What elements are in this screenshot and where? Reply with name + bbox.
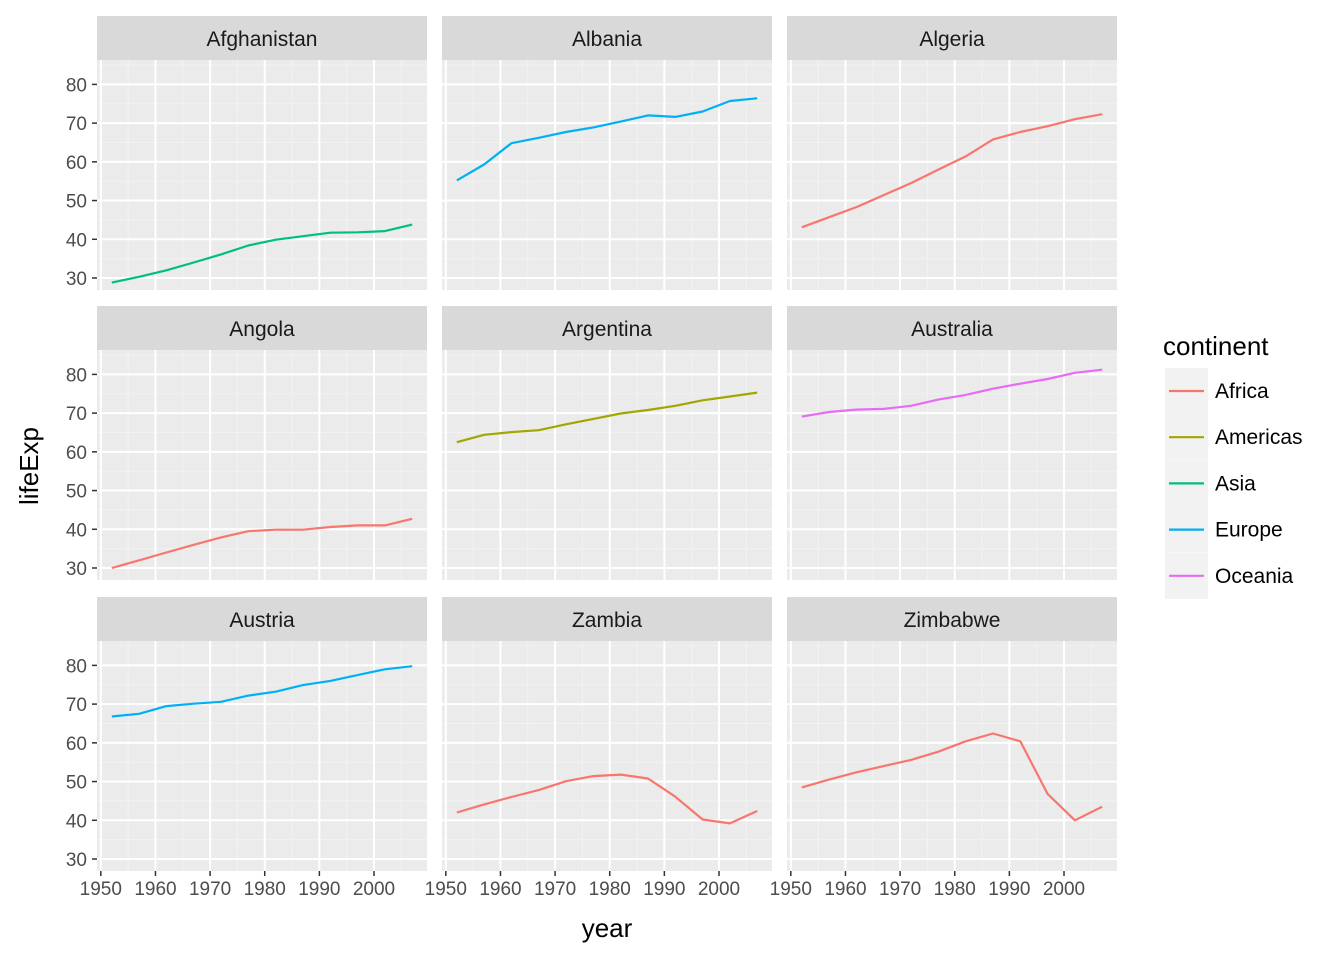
y-tick-label: 80: [66, 75, 87, 96]
facet-strip: [787, 597, 1117, 641]
x-tick-label: 1980: [934, 879, 976, 900]
series-line-argentina: [456, 391, 758, 444]
x-tick-label: 1960: [134, 879, 176, 900]
facet-strip-label: Austria: [229, 609, 295, 632]
y-tick-label: 70: [66, 114, 87, 135]
x-tick-label: 1980: [589, 879, 631, 900]
x-tick-label: 2000: [353, 879, 395, 900]
series-line-austria: [111, 665, 413, 718]
series-line-albania: [456, 97, 758, 182]
legend-item-europe: Europe: [1165, 506, 1283, 553]
x-tick-label: 1970: [879, 879, 921, 900]
plot-background: [787, 60, 1117, 290]
facet-strip: [787, 16, 1117, 60]
legend-label: Asia: [1215, 472, 1256, 495]
facet-strip: [97, 597, 427, 641]
facet-strip-label: Albania: [572, 28, 642, 51]
legend-item-asia: Asia: [1165, 460, 1256, 507]
plot-background: [442, 350, 772, 580]
facet-strip: [442, 306, 772, 350]
legend-keys: Africa Americas Asia Europe Oceania: [1165, 368, 1303, 599]
facet-panel-austria: Austria: [97, 597, 427, 871]
series-line-australia: [801, 368, 1103, 418]
y-axis-title: lifeExp: [14, 427, 44, 505]
x-tick-label: 1960: [824, 879, 866, 900]
facet-strip: [442, 16, 772, 60]
legend-item-americas: Americas: [1165, 414, 1303, 461]
facet-panel-albania: Albania: [442, 16, 772, 290]
facet-strip: [97, 306, 427, 350]
facet-strip-label: Zimbabwe: [904, 609, 1001, 632]
y-tick-label: 60: [66, 443, 87, 464]
facet-strip: [97, 16, 427, 60]
y-tick-label: 30: [66, 850, 87, 871]
y-tick-label: 50: [66, 773, 87, 794]
x-tick-label: 1990: [298, 879, 340, 900]
plot-background: [97, 60, 427, 290]
x-tick-label: 1990: [988, 879, 1030, 900]
y-tick-label: 40: [66, 811, 87, 832]
x-tick-label: 1980: [244, 879, 286, 900]
series-line-zambia: [456, 773, 758, 825]
facet-panel-zimbabwe: Zimbabwe: [787, 597, 1117, 871]
x-tick-label: 2000: [698, 879, 740, 900]
y-tick-label: 50: [66, 192, 87, 213]
facet-strip: [787, 306, 1117, 350]
legend-label: Europe: [1215, 519, 1283, 542]
x-axis-title: year: [582, 913, 633, 943]
facet-panel-australia: Australia: [787, 306, 1117, 580]
series-line-zimbabwe: [801, 732, 1103, 822]
y-tick-label: 40: [66, 520, 87, 541]
facet-strip-label: Australia: [911, 318, 993, 341]
plot-background: [97, 350, 427, 580]
legend-title: continent: [1163, 331, 1269, 361]
plot-background: [97, 641, 427, 871]
facet-strip-label: Afghanistan: [207, 28, 318, 51]
series-line-algeria: [801, 113, 1103, 229]
x-tick-label: 1950: [770, 879, 812, 900]
legend-label: Africa: [1215, 380, 1269, 403]
y-tick-label: 70: [66, 404, 87, 425]
facet-strip-label: Algeria: [919, 28, 985, 51]
legend-label: Oceania: [1215, 565, 1294, 588]
plot-background: [442, 60, 772, 290]
facet-panel-algeria: Algeria: [787, 16, 1117, 290]
facet-strip: [442, 597, 772, 641]
legend-item-africa: Africa: [1165, 368, 1269, 414]
y-tick-label: 60: [66, 153, 87, 174]
plot-background: [787, 350, 1117, 580]
x-tick-label: 1970: [534, 879, 576, 900]
y-tick-label: 80: [66, 365, 87, 386]
x-tick-label: 1970: [189, 879, 231, 900]
y-tick-label: 50: [66, 482, 87, 503]
y-tick-label: 30: [66, 559, 87, 580]
x-tick-label: 1950: [80, 879, 122, 900]
x-tick-label: 1960: [479, 879, 521, 900]
plot-background: [442, 641, 772, 871]
facet-strip-label: Angola: [229, 318, 295, 341]
facet-panel-zambia: Zambia: [442, 597, 772, 871]
x-tick-label: 2000: [1043, 879, 1085, 900]
series-line-angola: [111, 517, 413, 570]
y-tick-label: 40: [66, 230, 87, 251]
legend-label: Americas: [1215, 426, 1303, 449]
y-tick-label: 60: [66, 734, 87, 755]
legend: continent Africa Americas Asia Europe Oceani…: [1163, 331, 1303, 599]
legend-item-oceania: Oceania: [1165, 552, 1294, 599]
y-tick-label: 80: [66, 656, 87, 677]
axes: 30 40 50 60 70 80 30 40 50 60 70 80 30 40 50 60 70 80 1950…: [66, 75, 1085, 900]
facet-panel-afghanistan: Afghanistan: [97, 16, 427, 290]
facet-strip-label: Argentina: [562, 318, 652, 341]
facet-panel-angola: Angola: [97, 306, 427, 580]
facet-strip-label: Zambia: [572, 609, 642, 632]
plot-background: [787, 641, 1117, 871]
series-line-afghanistan: [111, 223, 413, 284]
x-tick-label: 1950: [425, 879, 467, 900]
facet-panel-argentina: Argentina: [442, 306, 772, 580]
y-tick-label: 70: [66, 695, 87, 716]
x-tick-label: 1990: [643, 879, 685, 900]
y-tick-label: 30: [66, 269, 87, 290]
facet-panels: Afghanistan Albania Algeria Angola Argentina…: [97, 16, 1117, 871]
